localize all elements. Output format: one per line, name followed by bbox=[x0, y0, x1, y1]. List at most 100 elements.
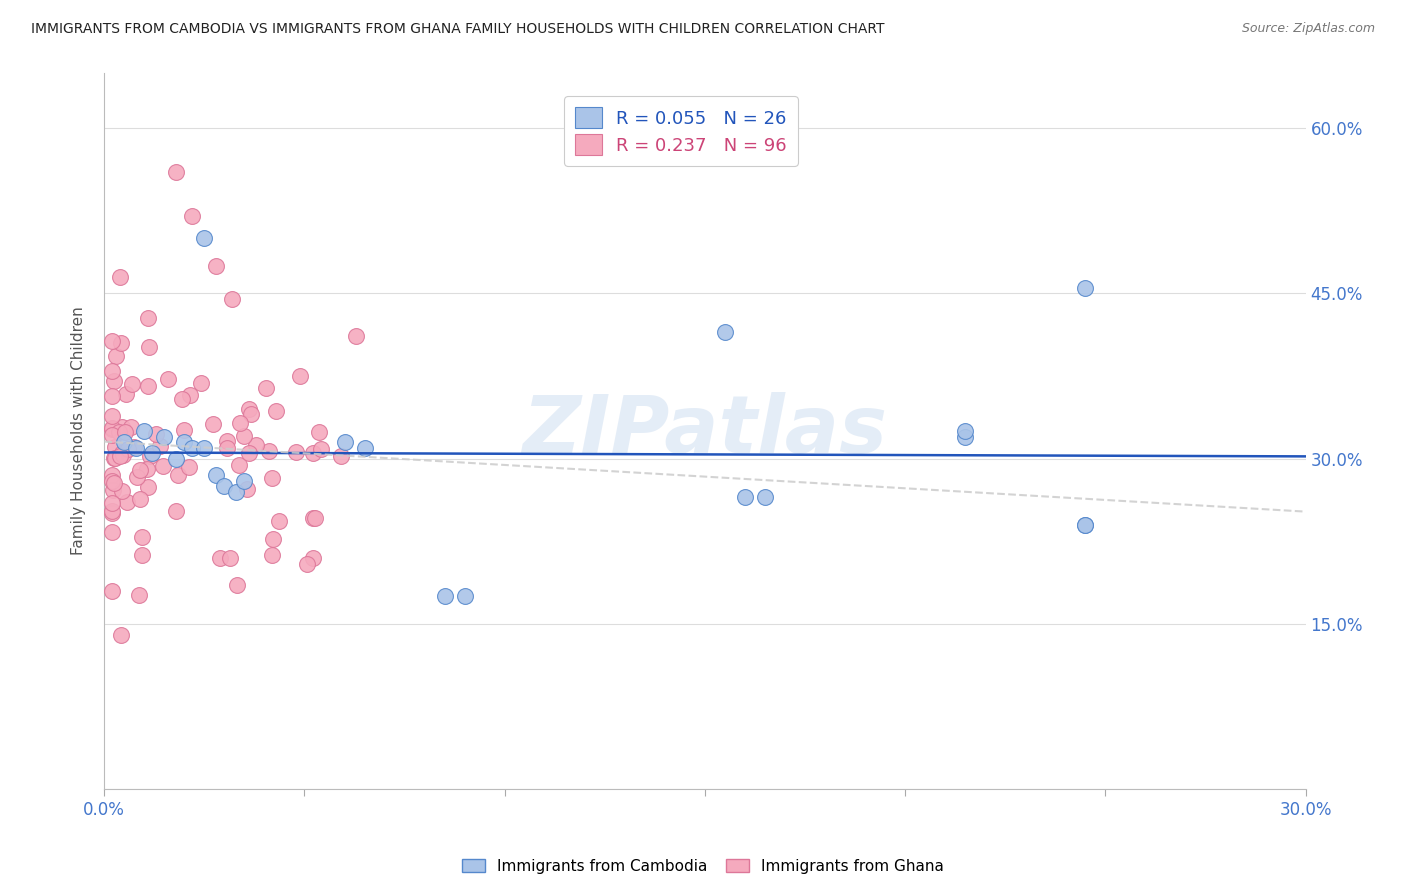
Point bbox=[115, 387, 138, 401]
Point bbox=[145, 427, 167, 442]
Point bbox=[101, 583, 124, 598]
Point bbox=[215, 442, 238, 456]
Point bbox=[167, 467, 190, 482]
Point bbox=[228, 458, 250, 472]
Point bbox=[236, 482, 259, 496]
Point bbox=[152, 459, 174, 474]
Point bbox=[297, 558, 319, 572]
Point bbox=[309, 442, 332, 456]
Point bbox=[101, 504, 124, 518]
Point bbox=[149, 439, 172, 453]
Point bbox=[103, 483, 125, 498]
Point bbox=[193, 231, 215, 245]
Point bbox=[104, 451, 127, 466]
Point bbox=[221, 292, 243, 306]
Point bbox=[353, 441, 375, 455]
Point bbox=[128, 589, 150, 603]
Point bbox=[125, 441, 148, 455]
Point bbox=[114, 425, 136, 439]
Point bbox=[115, 494, 138, 508]
Point bbox=[101, 409, 124, 424]
Point bbox=[131, 548, 153, 562]
Point bbox=[121, 420, 143, 434]
Point bbox=[285, 444, 308, 458]
Point bbox=[953, 429, 976, 443]
Point bbox=[1074, 517, 1097, 532]
Point bbox=[103, 476, 125, 491]
Point bbox=[136, 462, 159, 476]
Legend: Immigrants from Cambodia, Immigrants from Ghana: Immigrants from Cambodia, Immigrants fro… bbox=[456, 853, 950, 880]
Point bbox=[953, 424, 976, 438]
Point bbox=[333, 435, 356, 450]
Point bbox=[122, 440, 145, 454]
Point bbox=[238, 402, 260, 417]
Point bbox=[219, 551, 242, 566]
Point bbox=[190, 376, 212, 391]
Point bbox=[165, 503, 187, 517]
Point bbox=[1074, 517, 1097, 532]
Text: ZIPatlas: ZIPatlas bbox=[523, 392, 887, 470]
Point bbox=[101, 334, 124, 348]
Point bbox=[156, 372, 179, 386]
Point bbox=[165, 165, 187, 179]
Point bbox=[101, 474, 124, 488]
Point bbox=[103, 374, 125, 388]
Point bbox=[308, 425, 330, 440]
Point bbox=[288, 369, 311, 384]
Point bbox=[138, 340, 160, 354]
Point bbox=[153, 429, 176, 443]
Point bbox=[165, 451, 187, 466]
Point bbox=[453, 590, 475, 604]
Point bbox=[215, 434, 238, 448]
Point bbox=[262, 548, 284, 562]
Point bbox=[141, 446, 163, 460]
Point bbox=[173, 435, 195, 450]
Point bbox=[304, 511, 326, 525]
Point bbox=[104, 349, 127, 363]
Point bbox=[129, 492, 152, 507]
Point bbox=[112, 435, 135, 450]
Point bbox=[233, 474, 256, 488]
Point bbox=[734, 490, 756, 504]
Point bbox=[262, 532, 284, 546]
Point bbox=[138, 480, 160, 494]
Point bbox=[101, 420, 124, 434]
Point bbox=[136, 311, 159, 326]
Point bbox=[225, 484, 247, 499]
Point bbox=[301, 511, 323, 525]
Point bbox=[112, 448, 135, 462]
Text: IMMIGRANTS FROM CAMBODIA VS IMMIGRANTS FROM GHANA FAMILY HOUSEHOLDS WITH CHILDRE: IMMIGRANTS FROM CAMBODIA VS IMMIGRANTS F… bbox=[31, 22, 884, 37]
Point bbox=[101, 427, 124, 442]
Point bbox=[208, 551, 231, 566]
Legend: R = 0.055   N = 26, R = 0.237   N = 96: R = 0.055 N = 26, R = 0.237 N = 96 bbox=[564, 96, 797, 166]
Point bbox=[134, 424, 156, 438]
Y-axis label: Family Households with Children: Family Households with Children bbox=[72, 307, 86, 556]
Point bbox=[201, 417, 224, 432]
Point bbox=[101, 422, 124, 436]
Point bbox=[302, 446, 325, 460]
Point bbox=[131, 530, 153, 544]
Point bbox=[136, 379, 159, 393]
Text: Source: ZipAtlas.com: Source: ZipAtlas.com bbox=[1241, 22, 1375, 36]
Point bbox=[177, 459, 200, 474]
Point bbox=[108, 449, 131, 463]
Point bbox=[173, 423, 195, 437]
Point bbox=[101, 364, 124, 378]
Point bbox=[330, 450, 353, 464]
Point bbox=[267, 514, 290, 528]
Point bbox=[172, 392, 194, 407]
Point bbox=[193, 441, 215, 455]
Point bbox=[101, 506, 124, 520]
Point bbox=[205, 468, 228, 483]
Point bbox=[110, 628, 132, 642]
Point bbox=[239, 407, 262, 421]
Point bbox=[111, 446, 134, 460]
Point bbox=[111, 420, 134, 434]
Point bbox=[179, 388, 201, 402]
Point bbox=[110, 336, 132, 351]
Point bbox=[226, 578, 249, 592]
Point bbox=[433, 590, 456, 604]
Point bbox=[754, 490, 776, 504]
Point bbox=[238, 446, 260, 460]
Point bbox=[101, 468, 124, 483]
